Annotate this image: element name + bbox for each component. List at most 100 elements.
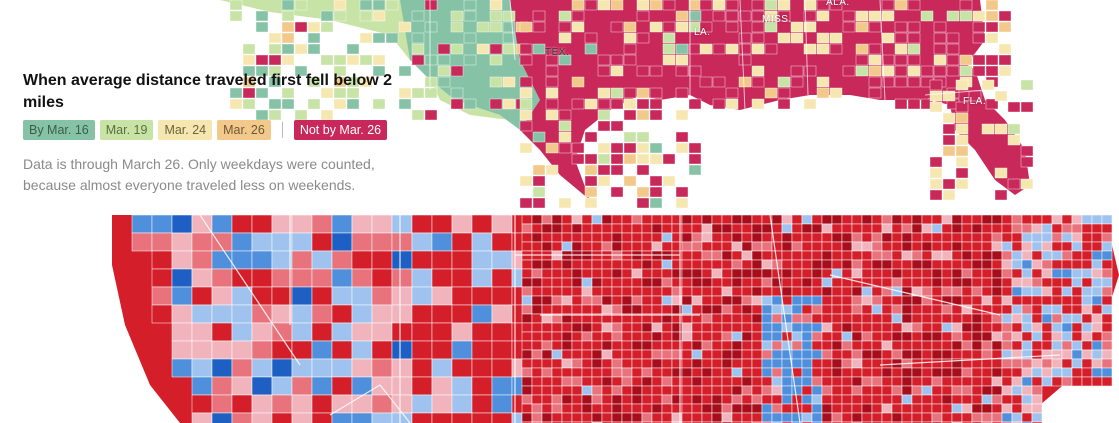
county-patch xyxy=(255,10,269,22)
county-cell xyxy=(551,349,563,360)
county-cell xyxy=(891,295,903,306)
county-cell xyxy=(721,403,733,414)
county-patch xyxy=(738,32,752,44)
county-cell xyxy=(1001,385,1013,396)
county-cell xyxy=(891,304,903,315)
county-cell xyxy=(581,259,593,270)
county-cell xyxy=(751,250,763,261)
county-cell xyxy=(761,313,773,324)
county-patch xyxy=(294,65,308,77)
county-patch xyxy=(571,21,585,33)
county-cell xyxy=(171,232,193,252)
county-cell xyxy=(601,376,613,387)
county-cell xyxy=(591,331,603,342)
county-cell xyxy=(621,394,633,405)
county-patch xyxy=(790,32,804,44)
county-cell xyxy=(761,304,773,315)
county-cell xyxy=(921,376,933,387)
county-cell xyxy=(851,313,863,324)
county-cell xyxy=(701,268,713,279)
county-cell xyxy=(541,215,553,225)
county-cell xyxy=(1091,304,1103,315)
county-cell xyxy=(731,376,743,387)
county-cell xyxy=(821,331,833,342)
county-cell xyxy=(711,268,723,279)
county-cell xyxy=(601,358,613,369)
county-cell xyxy=(1071,367,1083,378)
county-patch xyxy=(907,43,921,55)
county-cell xyxy=(651,241,663,252)
county-cell xyxy=(951,304,963,315)
county-cell xyxy=(701,376,713,387)
county-cell xyxy=(961,215,973,225)
county-cell xyxy=(931,268,943,279)
county-cell xyxy=(411,412,433,423)
county-cell xyxy=(1061,322,1073,333)
county-cell xyxy=(621,349,633,360)
county-cell xyxy=(171,286,193,306)
county-patch xyxy=(829,43,843,55)
county-cell xyxy=(551,385,563,396)
county-cell xyxy=(751,331,763,342)
county-cell xyxy=(841,331,853,342)
county-cell xyxy=(531,358,543,369)
county-cell xyxy=(751,223,763,234)
county-cell xyxy=(1071,358,1083,369)
county-cell xyxy=(1061,241,1073,252)
county-patch xyxy=(751,43,765,55)
county-cell xyxy=(1081,367,1093,378)
county-cell xyxy=(691,394,703,405)
county-cell xyxy=(781,313,793,324)
county-cell xyxy=(881,232,893,243)
county-cell xyxy=(1041,322,1053,333)
county-cell xyxy=(821,232,833,243)
county-patch xyxy=(675,131,689,143)
county-cell xyxy=(741,259,753,270)
county-cell xyxy=(791,340,803,351)
county-cell xyxy=(801,215,813,225)
county-cell xyxy=(351,304,373,324)
county-cell xyxy=(901,412,913,423)
county-cell xyxy=(251,232,273,252)
county-patch xyxy=(955,156,969,168)
county-cell xyxy=(931,367,943,378)
county-cell xyxy=(651,385,663,396)
county-cell xyxy=(791,223,803,234)
county-cell xyxy=(651,349,663,360)
county-patch xyxy=(610,87,624,99)
county-cell xyxy=(1011,385,1023,396)
county-cell xyxy=(951,277,963,288)
county-cell xyxy=(871,376,883,387)
county-cell xyxy=(311,358,333,378)
county-cell xyxy=(721,268,733,279)
county-patch xyxy=(699,76,713,88)
county-cell xyxy=(411,304,433,324)
county-cell xyxy=(1041,250,1053,261)
county-cell xyxy=(311,394,333,414)
county-patch xyxy=(907,32,921,44)
county-cell xyxy=(491,286,513,306)
county-cell xyxy=(521,223,533,234)
county-cell xyxy=(901,268,913,279)
county-cell xyxy=(1011,277,1023,288)
county-cell xyxy=(351,268,373,288)
county-cell xyxy=(231,322,253,342)
county-patch xyxy=(894,0,908,11)
county-cell xyxy=(251,358,273,378)
county-cell xyxy=(831,331,843,342)
county-cell xyxy=(1031,376,1043,387)
county-cell xyxy=(711,322,723,333)
county-cell xyxy=(761,331,773,342)
county-cell xyxy=(1071,304,1083,315)
county-cell xyxy=(781,295,793,306)
county-cell xyxy=(931,358,943,369)
county-cell xyxy=(971,295,983,306)
county-cell xyxy=(981,295,993,306)
county-cell xyxy=(931,250,943,261)
county-cell xyxy=(841,340,853,351)
county-cell xyxy=(471,412,493,423)
county-cell xyxy=(351,322,373,342)
county-patch xyxy=(398,98,412,110)
county-cell xyxy=(951,250,963,261)
county-cell xyxy=(471,304,493,324)
